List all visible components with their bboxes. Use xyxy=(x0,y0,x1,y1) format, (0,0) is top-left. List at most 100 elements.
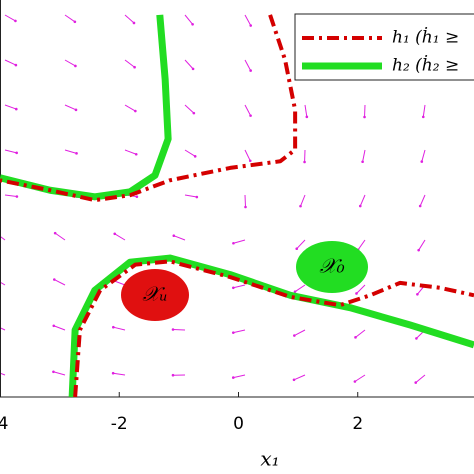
field-arrow-head xyxy=(191,22,194,26)
field-arrow-head xyxy=(358,204,362,208)
field-arrow xyxy=(4,194,17,198)
x-tick-label: 0 xyxy=(233,414,244,434)
field-arrow xyxy=(244,194,247,208)
field-arrow xyxy=(64,104,77,111)
field-arrow xyxy=(184,149,196,157)
field-arrow-head xyxy=(361,160,364,164)
field-arrow xyxy=(64,14,76,23)
field-arrow-head xyxy=(232,286,235,290)
field-arrow-head xyxy=(231,331,235,334)
field-arrow-head xyxy=(14,19,17,23)
field-arrow-head xyxy=(52,370,55,374)
field-arrow xyxy=(418,239,426,251)
field-arrow xyxy=(294,284,306,293)
field-arrow xyxy=(233,329,246,334)
field-arrow-head xyxy=(249,114,252,117)
field-arrow-head xyxy=(421,115,425,119)
field-arrow-head xyxy=(53,278,56,281)
field-arrow xyxy=(4,149,17,154)
field-arrow xyxy=(296,239,306,250)
field-arrow-head xyxy=(249,69,252,72)
field-arrow xyxy=(355,329,366,338)
field-arrow xyxy=(64,59,76,67)
field-arrow-head xyxy=(73,20,77,24)
field-arrow-head xyxy=(414,381,418,384)
field-arrow xyxy=(244,149,251,162)
field-arrow xyxy=(356,284,366,294)
field-arrow-head xyxy=(303,160,306,164)
field-arrow-head xyxy=(195,195,199,199)
field-arrow xyxy=(0,327,6,331)
field-arrow xyxy=(54,232,66,241)
field-arrow xyxy=(419,194,426,207)
field-arrow-head xyxy=(418,204,422,208)
field-arrow-head xyxy=(299,204,302,208)
field-arrow xyxy=(114,233,126,241)
field-arrow-head xyxy=(14,107,18,111)
field-arrow-head xyxy=(420,160,424,163)
region-label: 𝒳₀ xyxy=(319,254,344,278)
field-arrow xyxy=(113,326,126,331)
field-arrow xyxy=(54,279,66,286)
field-arrow xyxy=(244,104,252,116)
field-arrow xyxy=(4,104,17,110)
field-arrow xyxy=(304,104,308,117)
field-arrow xyxy=(124,14,135,24)
field-arrow-head xyxy=(135,195,139,198)
field-arrow-head xyxy=(417,248,420,252)
field-arrow-head xyxy=(295,247,299,250)
field-arrow xyxy=(354,374,366,382)
field-arrow-head xyxy=(363,115,366,119)
field-arrow-head xyxy=(74,108,78,112)
field-arrow xyxy=(124,59,135,68)
field-arrow xyxy=(4,14,16,22)
field-arrow xyxy=(184,104,195,114)
region xyxy=(121,269,189,321)
x-tick-label: 2 xyxy=(352,414,363,434)
field-arrow-head xyxy=(15,195,19,198)
field-arrow-head xyxy=(53,231,57,235)
field-arrow-head xyxy=(244,205,247,209)
field-arrow-head xyxy=(249,24,253,27)
field-arrow-head xyxy=(416,292,419,296)
field-arrow-head xyxy=(111,371,115,375)
field-arrow xyxy=(173,235,186,241)
field-arrow xyxy=(415,374,426,383)
field-arrow-head xyxy=(14,63,18,67)
field-arrow xyxy=(421,149,426,162)
field-arrow xyxy=(64,149,77,154)
field-arrow-head xyxy=(134,109,137,113)
field-arrow-head xyxy=(353,380,357,383)
field-arrow-head xyxy=(133,65,136,69)
field-arrow xyxy=(294,329,306,336)
field-arrow xyxy=(362,149,366,162)
field-arrow xyxy=(300,194,306,207)
field-arrow xyxy=(359,194,366,207)
field-arrow-head xyxy=(293,334,296,337)
field-arrow xyxy=(184,194,197,198)
series-line xyxy=(0,14,474,398)
field-arrow xyxy=(184,59,194,70)
field-arrow xyxy=(53,371,66,376)
field-arrow-head xyxy=(132,21,136,25)
region xyxy=(296,241,368,293)
field-arrow xyxy=(124,104,136,112)
x-axis-label: x₁ xyxy=(260,447,279,471)
legend-label: h₁ (ḣ₁ ≥ xyxy=(392,27,459,48)
field-arrow-head xyxy=(172,234,176,238)
field-arrow-head xyxy=(52,324,56,328)
field-arrow-head xyxy=(191,67,195,71)
field-arrow-head xyxy=(231,376,235,379)
field-arrow-head xyxy=(112,325,115,329)
field-arrow-head xyxy=(192,111,196,115)
field-arrow xyxy=(422,104,426,117)
field-arrow-head xyxy=(15,151,18,155)
x-tick-label: -4 xyxy=(0,414,8,434)
field-arrow xyxy=(113,372,126,376)
field-arrow xyxy=(184,14,193,25)
field-arrow xyxy=(0,281,6,286)
field-arrow-head xyxy=(113,232,117,236)
field-arrow xyxy=(244,14,252,26)
x-tick-label: -2 xyxy=(111,414,128,434)
field-arrow xyxy=(53,325,66,331)
